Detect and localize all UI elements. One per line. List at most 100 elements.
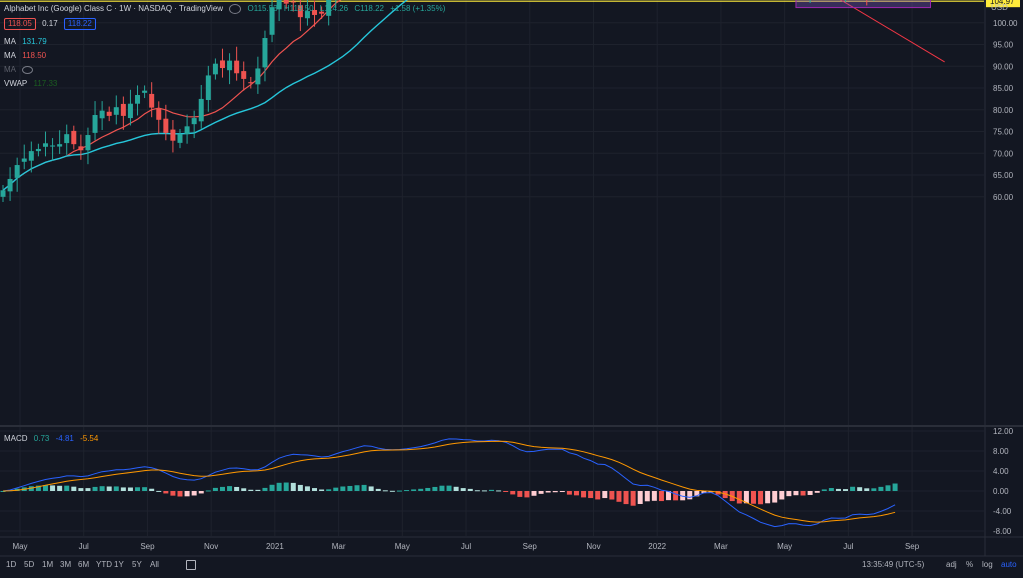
ask-pill[interactable]: 118.22 [63, 18, 96, 30]
y-tick-label: 80.00 [993, 106, 1014, 115]
currency-label[interactable]: USD [991, 3, 1008, 12]
macd-histogram-bar [290, 482, 296, 491]
symbol-title[interactable]: Alphabet Inc (Google) Class C · 1W · NAS… [4, 4, 224, 13]
macd-hist-value: 0.73 [33, 434, 50, 443]
range-button-5y[interactable]: 5Y [132, 560, 142, 569]
macd-histogram-bar [510, 491, 516, 495]
range-button-1y[interactable]: 1Y [114, 560, 124, 569]
macd-histogram-bar [120, 487, 126, 491]
range-button-1m[interactable]: 1M [42, 560, 54, 569]
candle-body [71, 130, 77, 145]
ma3-legend[interactable]: MA [4, 64, 37, 76]
macd-histogram-bar [262, 487, 268, 491]
pane-separator [0, 0, 1023, 557]
candle-body [227, 60, 233, 71]
candle-body [35, 148, 41, 152]
macd-histogram-bar [857, 487, 863, 491]
macd-histogram-bar [616, 491, 622, 502]
spread: 0.17 [42, 19, 58, 28]
macd-histogram-bar [531, 491, 537, 496]
candle-body [297, 5, 303, 18]
ohlc-high: H119.50 [283, 4, 314, 13]
macd-y-tick-label: 0.00 [993, 487, 1009, 496]
ma-slow-line [2, 0, 408, 191]
bottom-toolbar: 1D 5D 1M 3M 6M YTD 1Y 5Y All 13:35:49 (UTC-5) ad… [0, 556, 1023, 573]
macd-histogram-bar [658, 491, 664, 502]
macd-histogram-bar [333, 487, 339, 491]
macd-histogram-bar [106, 486, 112, 491]
macd-histogram-bar [566, 491, 572, 495]
macd-y-tick-label: -4.00 [993, 507, 1012, 516]
calendar-icon[interactable] [186, 560, 196, 570]
x-tick-label: May [395, 542, 410, 551]
macd-histogram-bar [340, 486, 346, 491]
macd-histogram-bar [772, 491, 778, 503]
macd-legend[interactable]: MACD 0.73 -4.81 -5.54 [4, 433, 102, 445]
macd-histogram-bar [163, 491, 169, 494]
support-price-tag-bg [986, 0, 1020, 8]
vwap-label: VWAP [4, 79, 28, 88]
vwap-legend[interactable]: VWAP 117.33 [4, 78, 61, 90]
macd-histogram-bar [28, 486, 34, 491]
hidden-eye-icon[interactable] [22, 65, 34, 74]
macd-histogram-bar [142, 487, 148, 491]
macd-histogram-bar [212, 487, 218, 491]
macd-histogram-bar [552, 491, 558, 493]
range-button-6m[interactable]: 6M [78, 560, 90, 569]
macd-histogram-bar [828, 488, 834, 491]
macd-histogram-bar [609, 491, 615, 500]
macd-histogram-bar [835, 488, 841, 491]
macd-histogram-bar [184, 491, 190, 497]
bid-pill[interactable]: 118.05 [4, 18, 36, 30]
ma1-legend[interactable]: MA 131.79 [4, 36, 51, 48]
range-button-3m[interactable]: 3M [60, 560, 72, 569]
macd-histogram-bar [864, 488, 870, 491]
macd-histogram-bar [481, 490, 487, 492]
percent-toggle[interactable]: % [966, 560, 974, 569]
log-toggle[interactable]: log [982, 560, 993, 569]
candle-body [290, 1, 296, 3]
macd-histogram-bar [545, 491, 551, 493]
macd-histogram-bar [489, 489, 495, 491]
candle-body [64, 134, 70, 144]
x-tick-label: Nov [204, 542, 218, 551]
macd-histogram-bar [283, 482, 289, 491]
eye-icon[interactable] [229, 3, 242, 14]
adj-toggle[interactable]: adj [946, 560, 957, 569]
macd-histogram-bar [743, 491, 749, 504]
macd-signal-value: -5.54 [80, 434, 99, 443]
auto-toggle[interactable]: auto [1001, 560, 1017, 569]
macd-histogram-bar [793, 491, 799, 496]
macd-histogram-bar [382, 490, 388, 492]
candle-body [92, 115, 98, 133]
macd-histogram-bar [439, 485, 445, 491]
macd-histogram-bar [219, 486, 225, 491]
macd-histogram-bar [850, 486, 856, 491]
macd-histogram-bar [57, 485, 63, 491]
candle-body [326, 0, 332, 16]
x-tick-label: May [12, 542, 27, 551]
macd-histogram-bar [404, 490, 410, 492]
candle-body [127, 103, 133, 119]
macd-histogram-bar [750, 491, 756, 504]
clock-time[interactable]: 13:35:49 (UTC-5) [862, 560, 925, 569]
candle-body [99, 110, 105, 119]
ma2-legend[interactable]: MA 118.50 [4, 50, 50, 62]
macd-histogram-bar [524, 491, 530, 498]
macd-pane [0, 438, 898, 528]
y-tick-label: 70.00 [993, 149, 1014, 158]
range-button-ytd[interactable]: YTD [96, 560, 112, 569]
range-button-5d[interactable]: 5D [24, 560, 35, 569]
channel-lower-line [839, 0, 945, 63]
y-tick-label: 90.00 [993, 62, 1014, 71]
range-box [795, 0, 931, 9]
macd-histogram-bar [304, 486, 310, 491]
candle-body [149, 93, 155, 108]
macd-histogram-bar [517, 491, 523, 497]
macd-histogram-bar [99, 486, 105, 491]
macd-histogram-bar [418, 488, 424, 491]
range-button-all[interactable]: All [150, 560, 159, 569]
range-button-1d[interactable]: 1D [6, 560, 17, 569]
